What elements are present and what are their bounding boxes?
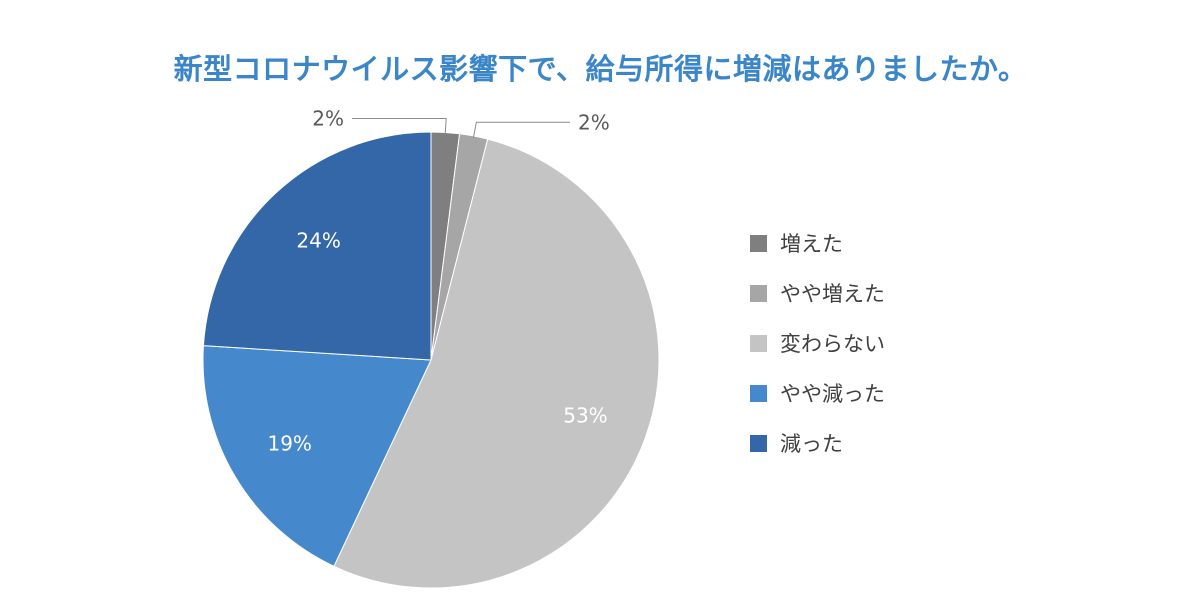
data-label-slightly-decreased: 19% <box>267 432 311 456</box>
leader-line-increased <box>352 117 447 135</box>
legend-label: やや増えた <box>780 282 885 306</box>
data-label-increased: 2% <box>312 106 344 130</box>
legend-label: 増えた <box>780 232 843 256</box>
legend-label: 減った <box>780 432 843 456</box>
legend-item-decreased: 減った <box>750 418 885 468</box>
legend-item-slightly-increased: やや増えた <box>750 268 885 318</box>
data-label-unchanged: 53% <box>563 404 607 428</box>
legend-swatch <box>750 434 767 452</box>
legend-swatch <box>750 334 767 352</box>
legend-swatch <box>750 384 767 402</box>
pie-slice-decreased <box>202 131 432 361</box>
legend-item-increased: 増えた <box>750 218 885 268</box>
data-label-slightly-increased: 2% <box>578 110 610 134</box>
chart-title: 新型コロナウイルス影響下で、給与所得に増減はありましたか。 <box>173 52 1028 86</box>
legend-label: やや減った <box>780 382 885 406</box>
leader-line-slightly-increased <box>472 121 570 139</box>
legend-label: 変わらない <box>780 332 885 356</box>
pie-slice-unchanged <box>333 138 660 589</box>
data-label-decreased: 24% <box>296 228 340 252</box>
legend-swatch <box>750 234 767 252</box>
legend-swatch <box>750 284 767 302</box>
legend-item-unchanged: 変わらない <box>750 318 885 368</box>
pie-slice-slightly-decreased <box>202 345 432 567</box>
legend: 増えた やや増えた 変わらない やや減った 減った <box>750 218 885 468</box>
legend-item-slightly-decreased: やや減った <box>750 368 885 418</box>
